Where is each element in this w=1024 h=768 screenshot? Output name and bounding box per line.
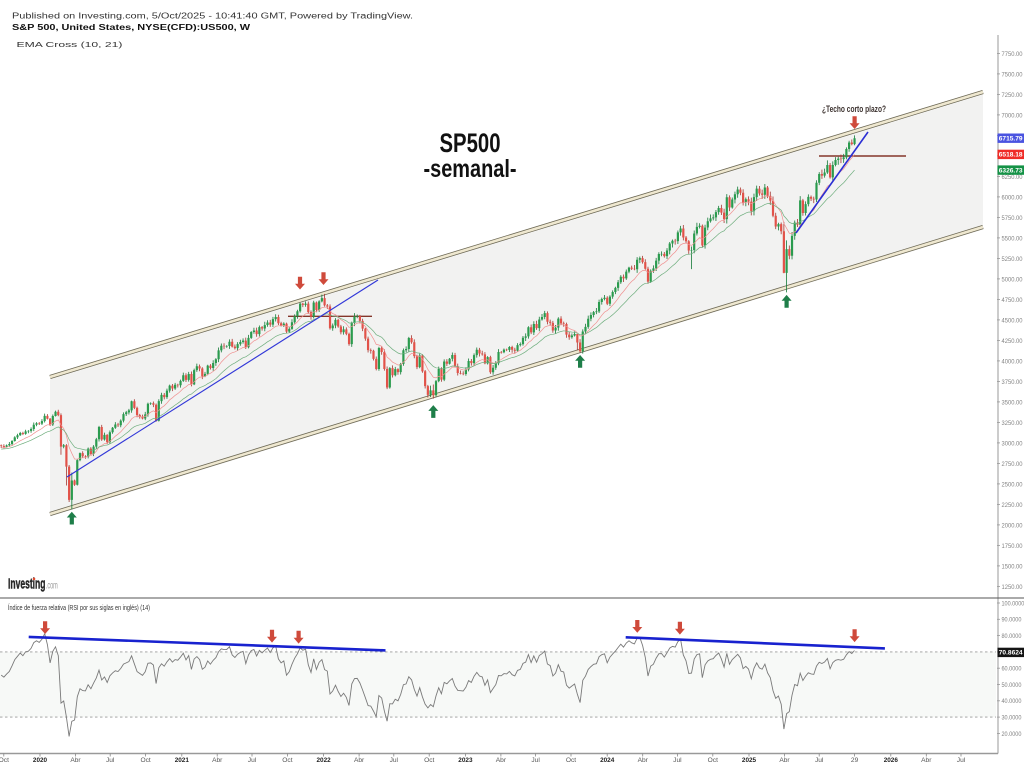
svg-text:Abr: Abr — [70, 757, 81, 764]
svg-text:2025: 2025 — [742, 757, 757, 764]
svg-text:Índice de fuerza relativa (RSI: Índice de fuerza relativa (RSI por sus s… — [8, 603, 150, 612]
svg-text:Abr: Abr — [921, 757, 932, 764]
svg-text:4000.00: 4000.00 — [1002, 358, 1023, 365]
svg-text:3000.00: 3000.00 — [1002, 440, 1023, 447]
svg-text:6000.00: 6000.00 — [1002, 194, 1023, 201]
svg-text:2022: 2022 — [316, 757, 331, 764]
svg-text:7250.00: 7250.00 — [1002, 92, 1023, 99]
svg-text:7750.00: 7750.00 — [1002, 51, 1023, 58]
svg-text:1500.00: 1500.00 — [1002, 563, 1023, 570]
svg-text:3250.00: 3250.00 — [1002, 420, 1023, 427]
svg-text:6715.79: 6715.79 — [999, 136, 1023, 143]
svg-text:1750.00: 1750.00 — [1002, 543, 1023, 550]
svg-text:Jul: Jul — [106, 757, 115, 764]
svg-text:30.0000: 30.0000 — [1002, 715, 1022, 722]
svg-text:2024: 2024 — [600, 757, 615, 764]
svg-text:90.0000: 90.0000 — [1002, 617, 1022, 624]
svg-text:Abr: Abr — [779, 757, 790, 764]
svg-text:50.0000: 50.0000 — [1002, 682, 1022, 689]
svg-text:2026: 2026 — [884, 757, 899, 764]
svg-text:Abr: Abr — [638, 757, 649, 764]
svg-text:Jul: Jul — [957, 757, 966, 764]
svg-text:Jul: Jul — [673, 757, 682, 764]
svg-text:7500.00: 7500.00 — [1002, 71, 1023, 78]
svg-text:5000.00: 5000.00 — [1002, 276, 1023, 283]
svg-text:70.8624: 70.8624 — [999, 650, 1023, 657]
svg-text:Oct: Oct — [0, 757, 9, 764]
svg-text:2023: 2023 — [458, 757, 473, 764]
svg-text:2000.00: 2000.00 — [1002, 522, 1023, 529]
svg-text:20.0000: 20.0000 — [1002, 731, 1022, 738]
svg-text:¿Techo corto plazo?: ¿Techo corto plazo? — [822, 104, 886, 115]
svg-text:7000.00: 7000.00 — [1002, 112, 1023, 119]
svg-text:3750.00: 3750.00 — [1002, 379, 1023, 386]
svg-text:3500.00: 3500.00 — [1002, 399, 1023, 406]
svg-text:Jul: Jul — [531, 757, 540, 764]
svg-text:Abr: Abr — [496, 757, 507, 764]
svg-text:1250.00: 1250.00 — [1002, 584, 1023, 591]
svg-text:40.0000: 40.0000 — [1002, 698, 1022, 705]
svg-text:29: 29 — [851, 757, 859, 764]
svg-text:Jul: Jul — [390, 757, 399, 764]
svg-text:5500.00: 5500.00 — [1002, 235, 1023, 242]
svg-text:S&P 500, United States, NYSE(C: S&P 500, United States, NYSE(CFD):US500,… — [12, 23, 251, 32]
svg-text:2250.00: 2250.00 — [1002, 502, 1023, 509]
svg-text:6250.00: 6250.00 — [1002, 174, 1023, 181]
svg-text:5750.00: 5750.00 — [1002, 215, 1023, 222]
svg-text:Oct: Oct — [424, 757, 434, 764]
svg-text:100.0000: 100.0000 — [1002, 600, 1024, 607]
svg-text:-semanal-: -semanal- — [424, 155, 517, 183]
svg-text:.com: .com — [46, 580, 58, 591]
svg-text:2750.00: 2750.00 — [1002, 461, 1023, 468]
svg-text:Jul: Jul — [248, 757, 257, 764]
svg-text:SP500: SP500 — [440, 128, 501, 158]
svg-text:Oct: Oct — [140, 757, 150, 764]
svg-text:EMA Cross (10, 21): EMA Cross (10, 21) — [17, 40, 124, 49]
svg-text:2021: 2021 — [175, 757, 190, 764]
svg-text:Abr: Abr — [354, 757, 365, 764]
svg-text:2500.00: 2500.00 — [1002, 481, 1023, 488]
svg-text:4250.00: 4250.00 — [1002, 338, 1023, 345]
svg-text:80.0000: 80.0000 — [1002, 633, 1022, 640]
svg-text:4500.00: 4500.00 — [1002, 317, 1023, 324]
svg-text:2020: 2020 — [33, 757, 48, 764]
svg-text:60.0000: 60.0000 — [1002, 666, 1022, 673]
svg-text:4750.00: 4750.00 — [1002, 297, 1023, 304]
svg-text:Published on Investing.com, 5/: Published on Investing.com, 5/Oct/2025 -… — [12, 12, 413, 21]
svg-text:6518.18: 6518.18 — [999, 152, 1023, 159]
svg-text:Oct: Oct — [708, 757, 718, 764]
svg-text:Investing: Investing — [8, 576, 46, 592]
svg-text:Oct: Oct — [282, 757, 292, 764]
svg-text:Jul: Jul — [815, 757, 824, 764]
svg-text:Oct: Oct — [566, 757, 576, 764]
svg-text:Abr: Abr — [212, 757, 223, 764]
svg-text:5250.00: 5250.00 — [1002, 256, 1023, 263]
svg-text:6326.73: 6326.73 — [999, 167, 1023, 174]
